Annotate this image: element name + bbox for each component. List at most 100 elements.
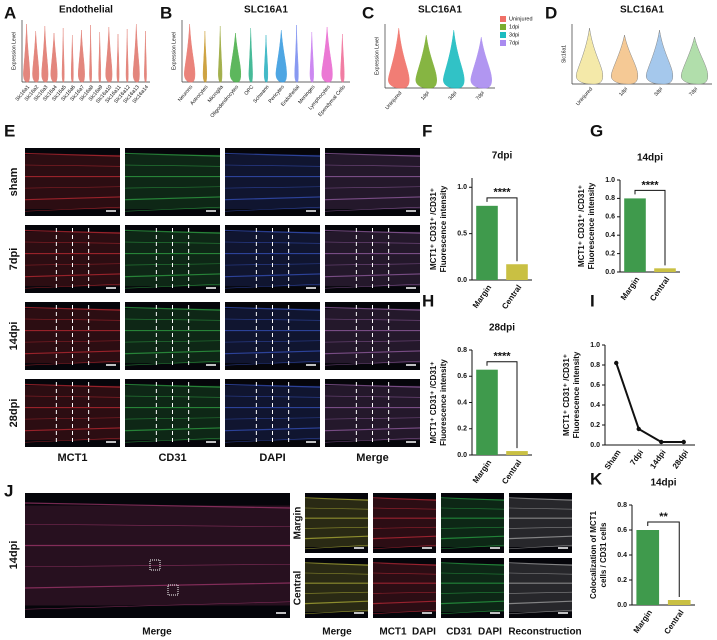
chart-title: 7dpi <box>492 151 513 162</box>
micrograph-fiber <box>372 591 437 594</box>
violin <box>218 25 223 83</box>
significance-bracket <box>647 521 680 597</box>
micrograph-fiber <box>24 350 121 355</box>
violin <box>98 31 102 83</box>
micrograph <box>373 493 436 553</box>
panel-letter: D <box>545 3 557 22</box>
violin <box>263 34 269 83</box>
point <box>614 360 619 366</box>
y-tick-label: 0.0 <box>605 269 615 276</box>
panel-letter: K <box>590 469 603 488</box>
micrograph-fiber <box>24 206 121 212</box>
micrograph-fiber <box>372 562 437 566</box>
violin-category: 3dpi <box>447 90 458 101</box>
micrograph-fiber <box>372 526 437 529</box>
roi <box>167 584 179 596</box>
legend-swatch <box>500 40 506 46</box>
micrograph-fiber <box>224 427 321 432</box>
violin <box>443 29 465 89</box>
bar <box>636 530 660 605</box>
micrograph-fiber <box>24 563 291 568</box>
violin-title: SLC16A1 <box>620 5 664 16</box>
micrograph-signal <box>305 499 368 547</box>
micrograph-signal <box>25 505 290 606</box>
micrograph-fiber <box>124 206 221 212</box>
y-tick-label: 0.0 <box>457 452 467 459</box>
violin <box>89 24 92 83</box>
violin <box>321 26 333 83</box>
micrograph-fiber <box>508 572 573 575</box>
row-label: 7dpi <box>8 248 20 271</box>
micrograph-fiber <box>508 562 573 566</box>
micrograph-fiber <box>372 609 437 615</box>
column-label: CD31 <box>446 627 472 638</box>
micrograph-fiber <box>24 523 291 528</box>
micrograph-fiber <box>508 600 573 605</box>
violin-category: Uninjured <box>384 90 403 111</box>
micrograph-fiber <box>508 526 573 529</box>
micrograph-fiber <box>440 497 505 501</box>
y-tick-label: 0.4 <box>605 232 615 239</box>
micrograph-fiber <box>440 562 505 566</box>
x-tick-label: Central <box>500 283 523 311</box>
row-label: 14dpi <box>8 322 20 351</box>
y-axis-label: Fluorescence intensity <box>439 185 448 272</box>
micrograph-fiber <box>224 273 321 278</box>
significance: **** <box>493 187 511 199</box>
y-tick-label: 0.0 <box>617 602 627 609</box>
x-tick-label: Margin <box>471 458 493 485</box>
micrograph-fiber <box>440 544 505 550</box>
micrograph-fiber <box>372 535 437 540</box>
y-tick-label: 0.4 <box>590 402 600 409</box>
micrograph <box>509 558 572 618</box>
y-tick-label: 0.8 <box>457 347 467 354</box>
y-tick-label: 0.6 <box>590 382 600 389</box>
micrograph-fiber <box>304 572 369 575</box>
micrograph-fiber <box>304 562 369 566</box>
violin-category: 3dpi <box>653 86 664 97</box>
micrograph-fiber <box>124 273 221 278</box>
micrograph-signal <box>305 564 368 612</box>
micrograph-fiber <box>324 186 421 189</box>
micrograph <box>325 148 420 216</box>
micrograph-fiber <box>224 350 321 355</box>
roi <box>149 559 161 571</box>
micrograph-fiber <box>372 600 437 605</box>
micrograph-fiber <box>124 196 221 201</box>
chart-title: 14dpi <box>650 478 676 489</box>
micrograph-fiber <box>124 350 221 355</box>
y-tick-label: 0.2 <box>590 422 600 429</box>
micrograph-signal <box>373 499 436 547</box>
legend-label: 3dpi <box>509 32 519 38</box>
micrograph-fiber <box>304 526 369 529</box>
micrograph-fiber <box>224 186 321 189</box>
y-axis-label: MCT1⁺ CD31⁺ /CD31⁺ <box>429 188 438 270</box>
micrograph <box>25 148 120 216</box>
violin <box>132 23 140 83</box>
y-tick-label: 0.2 <box>617 577 627 584</box>
violin <box>50 32 58 83</box>
micrograph <box>509 493 572 553</box>
violin-category: 7dpi <box>688 86 699 97</box>
micrograph-signal <box>25 154 120 210</box>
y-tick-label: 0.0 <box>457 277 467 284</box>
violin <box>275 29 287 83</box>
micrograph-fiber <box>24 582 291 589</box>
micrograph-fiber <box>324 206 421 212</box>
point <box>681 439 686 445</box>
bar <box>476 369 498 455</box>
violin <box>470 36 492 89</box>
violin <box>340 33 345 83</box>
violin <box>144 30 147 83</box>
violin <box>680 36 709 85</box>
bar <box>506 451 528 455</box>
micrograph-signal <box>373 564 436 612</box>
micrograph-fiber <box>324 152 421 157</box>
row-label: Central <box>293 571 304 606</box>
micrograph-fiber <box>224 164 321 167</box>
y-axis-label: MCT1⁺ CD31⁺ /CD31⁺ <box>562 354 571 436</box>
row-label: 28dpi <box>8 399 20 428</box>
micrograph-fiber <box>440 535 505 540</box>
significance-bracket <box>486 197 518 262</box>
point <box>636 426 641 432</box>
